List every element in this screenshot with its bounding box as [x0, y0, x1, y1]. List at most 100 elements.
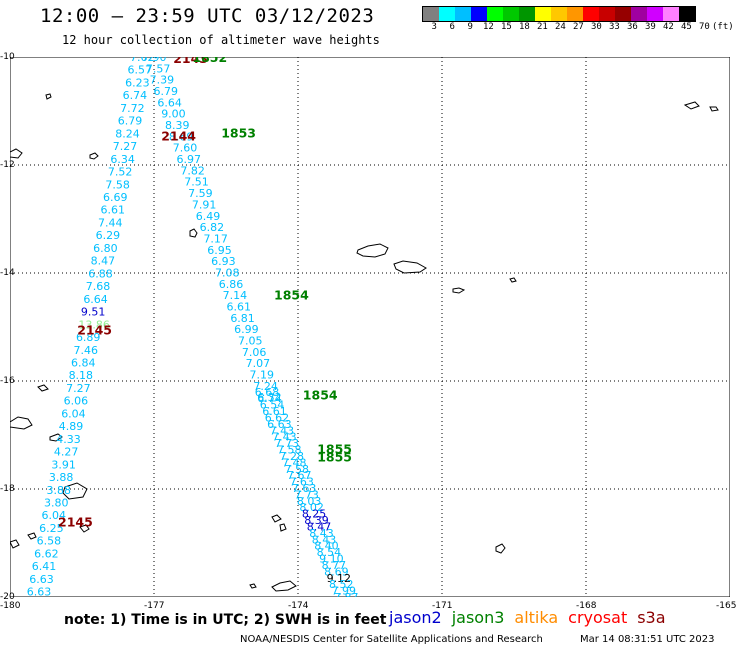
- legend-swatch: [599, 7, 615, 21]
- generation-timestamp: Mar 14 08:31:51 UTC 2023: [580, 634, 715, 645]
- wave-height-value: 6.49: [196, 210, 221, 223]
- lon-tick-label: -171: [432, 601, 453, 611]
- legend-label: 45: [681, 22, 692, 32]
- pass-time-label: 2145: [77, 323, 112, 338]
- wave-height-value: 6.54: [260, 399, 285, 412]
- wave-height-value: 7.68: [86, 280, 111, 293]
- wave-height-value: 8.25: [302, 508, 327, 521]
- wave-height-value: 4.89: [59, 420, 84, 433]
- wave-height-value: 7.62: [130, 57, 155, 64]
- wave-height-value: 9.12: [327, 572, 352, 585]
- wave-height-value: 7.58: [277, 444, 302, 457]
- wave-height-value: 6.63: [27, 586, 52, 597]
- legend-swatch: [503, 7, 519, 21]
- wave-height-value: 8.43: [312, 533, 337, 546]
- island-wallis: [189, 228, 198, 238]
- lat-tick-label: -12: [0, 160, 15, 170]
- legend-label: 12: [483, 22, 494, 32]
- wave-height-value: 6.81: [230, 312, 255, 325]
- wave-height-value: 7.08: [215, 266, 240, 279]
- wave-height-value: 7.51: [184, 176, 209, 189]
- wave-height-value: 7.06: [242, 346, 267, 359]
- legend-label: 27: [573, 22, 584, 32]
- wave-height-value: 7.27: [113, 140, 138, 153]
- lat-lon-grid: [10, 57, 730, 597]
- legend-swatch: [519, 7, 535, 21]
- wave-height-value: 7.63: [292, 482, 317, 495]
- wave-height-value: 7.05: [238, 335, 263, 348]
- legend-swatch: [647, 7, 663, 21]
- island-south-west: [10, 539, 20, 549]
- legend-label: 70: [699, 22, 710, 32]
- satellite-legend-jason2: jason2: [389, 608, 442, 627]
- wave-height-value: 6.95: [207, 244, 232, 257]
- satellite-legend-jason3: jason3: [451, 608, 505, 627]
- pass-time-label: 1853: [221, 126, 256, 141]
- island-lau-4: [37, 384, 49, 392]
- legend-label: 21: [537, 22, 548, 32]
- wave-height-value: 8.02: [299, 501, 324, 514]
- coastline: [10, 93, 719, 592]
- wave-height-value: 7.58: [285, 463, 310, 476]
- wave-height-value: 7.44: [98, 216, 123, 229]
- pass-time-label: 1855: [317, 442, 352, 457]
- satellite-legend-s3a: s3a: [637, 608, 666, 627]
- wave-height-value: 6.89: [76, 331, 101, 344]
- wave-height-value: 7.63: [289, 476, 314, 489]
- wave-height-value: 8.47: [91, 255, 116, 268]
- wave-height-value: 7.73: [294, 488, 319, 501]
- island-tongatapu: [271, 580, 297, 592]
- wave-height-value: 8.47: [307, 520, 332, 533]
- wave-height-value: 6.61: [101, 204, 126, 217]
- wave-height-value: 7.28: [280, 450, 305, 463]
- wave-height-value: 8.39: [165, 119, 190, 132]
- lat-tick-label: -14: [0, 268, 15, 278]
- legend-swatch: [679, 7, 695, 21]
- pass-time-label: 1855: [317, 450, 352, 465]
- wave-height-value: 7.87: [334, 591, 359, 597]
- wave-height-value: 6.74: [257, 392, 282, 405]
- island-samoa-savaii: [356, 243, 389, 258]
- pass-time-label: 1852: [192, 57, 227, 65]
- legend-swatch: [471, 7, 487, 21]
- island-lau-5: [27, 532, 37, 540]
- wave-height-value: 8.18: [69, 369, 94, 382]
- legend-swatch: [615, 7, 631, 21]
- wave-height-value: 6.04: [42, 509, 67, 522]
- lon-tick-label: -177: [144, 601, 165, 611]
- wave-height-value: 9.51: [81, 306, 106, 319]
- units-note: note: 1) Time is in UTC; 2) SWH is in fe…: [64, 612, 387, 628]
- satellite-legend-cryosat: cryosat: [568, 608, 628, 627]
- wave-height-value: 7.17: [203, 232, 228, 245]
- legend-swatch: [439, 7, 455, 21]
- island-tutuila: [452, 287, 466, 294]
- wave-height-value: 3.80: [44, 497, 69, 510]
- wave-height-value: 4.33: [56, 433, 81, 446]
- wave-height-value: 7.48: [282, 456, 307, 469]
- island-tonga-2: [279, 523, 287, 532]
- legend-label: 15: [501, 22, 512, 32]
- legend-swatch: [423, 7, 439, 21]
- island-small-2: [45, 93, 52, 100]
- legend-label: (ft): [712, 22, 734, 32]
- legend-label: 3: [431, 22, 437, 32]
- lat-tick-label: -16: [0, 376, 15, 386]
- page-subtitle: 12 hour collection of altimeter wave hei…: [62, 33, 380, 47]
- page-title: 12:00 — 23:59 UTC 03/12/2023: [40, 5, 375, 27]
- wave-height-value: 6.58: [37, 535, 62, 548]
- legend-label: 39: [645, 22, 656, 32]
- pass-time-label: 1854: [274, 288, 309, 303]
- island-lau-1: [49, 433, 63, 442]
- wave-height-value: 7.60: [173, 142, 198, 155]
- wave-height-map[interactable]: 7.626.576.236.747.726.798.247.276.347.52…: [10, 57, 730, 597]
- island-small-1: [89, 152, 99, 160]
- altimeter-tracks: 7.626.576.236.747.726.798.247.276.347.52…: [27, 57, 359, 597]
- wave-height-value: 7.72: [120, 102, 144, 115]
- wave-height-value: 7.24: [253, 380, 277, 393]
- wave-height-value: 6.86: [219, 278, 244, 291]
- wave-height-value: 6.68: [255, 386, 279, 399]
- pass-time-label: 2143: [173, 57, 208, 66]
- wave-height-value: 9.00: [161, 108, 186, 121]
- wave-height-value: 6.64: [83, 293, 108, 306]
- wave-height-value: 7.73: [275, 437, 300, 450]
